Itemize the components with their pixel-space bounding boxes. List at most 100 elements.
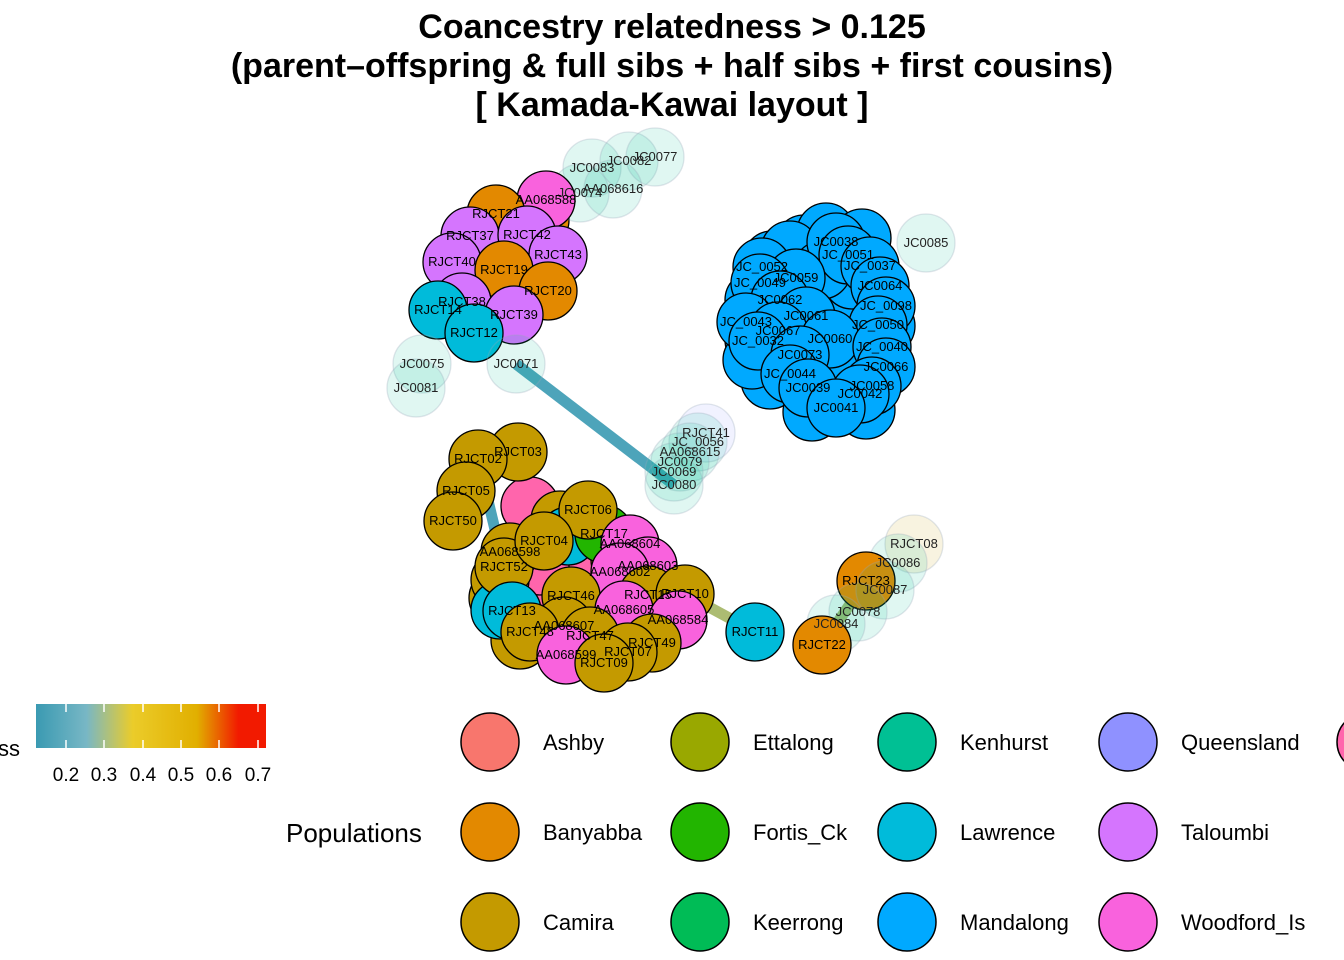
node-JC0077[interactable]	[625, 127, 685, 187]
node-circle[interactable]	[650, 432, 710, 492]
node-circle[interactable]	[676, 403, 736, 463]
node-label: JC0067	[756, 323, 801, 338]
node-AA068615[interactable]	[660, 422, 720, 482]
legend-key	[877, 712, 937, 772]
node-label: RJCT23	[842, 573, 890, 588]
legend-item-mandalong: Mandalong	[877, 892, 1069, 952]
node-circle[interactable]	[855, 560, 915, 620]
node-RJCT23[interactable]	[836, 551, 896, 611]
node-label: AA068588	[516, 192, 577, 207]
node-label: JC_0051	[822, 247, 874, 262]
node-label: RJCT15	[624, 587, 672, 602]
node-circle[interactable]	[392, 334, 452, 394]
edge-JC0071-JC0080	[512, 359, 678, 490]
node-label: AA068605	[594, 602, 655, 617]
node-circle[interactable]	[792, 615, 852, 675]
node-label: JC_0044	[764, 366, 816, 381]
node-circle[interactable]	[599, 131, 659, 191]
node-RJCT11[interactable]	[725, 602, 785, 662]
node-JC0075[interactable]	[392, 334, 452, 394]
node-label: AA068584	[648, 612, 709, 627]
node-label: RJCT47	[566, 628, 614, 643]
node-RJCT04[interactable]	[514, 511, 574, 571]
node-circle[interactable]	[444, 303, 504, 363]
node-label: JC_0040	[856, 339, 908, 354]
node-JC0069[interactable]	[644, 442, 704, 502]
node-label: JC0073	[778, 347, 823, 362]
node-circle[interactable]	[644, 442, 704, 502]
node-label: RJCT17	[580, 526, 628, 541]
node-RJCT06[interactable]	[558, 480, 618, 540]
node-circle[interactable]	[514, 511, 574, 571]
node-circle[interactable]	[884, 514, 944, 574]
node-label: AA068604	[600, 536, 661, 551]
node-label: RJCT14	[414, 302, 462, 317]
node-circle[interactable]	[896, 213, 956, 273]
node-label: JC_0032	[732, 333, 784, 348]
node-label: JC0061	[784, 308, 829, 323]
node-RJCT08[interactable]	[884, 514, 944, 574]
node-circle[interactable]	[423, 491, 483, 551]
node-JC0079[interactable]	[650, 432, 710, 492]
node-circle[interactable]	[668, 412, 728, 472]
node-label: JC0079	[658, 454, 703, 469]
node-JC_0056[interactable]	[668, 412, 728, 472]
legend-label: Woodford_Is	[1181, 910, 1305, 935]
node-label: JC0038	[814, 234, 859, 249]
title-line-3: [ Kamada-Kawai layout ]	[475, 86, 869, 124]
node-JC0082[interactable]	[599, 131, 659, 191]
node-label: RJCT20	[524, 283, 572, 298]
node-label: RJCT06	[564, 502, 612, 517]
node-circle[interactable]	[725, 602, 785, 662]
legend-item-queensland: Queensland	[1098, 712, 1300, 772]
legend-key	[460, 712, 520, 772]
node-circle[interactable]	[836, 551, 896, 611]
legend-item-banyabba: Banyabba	[460, 802, 643, 862]
node-label: JC0039	[786, 380, 831, 395]
node-label: JC0059	[774, 270, 819, 285]
node-JC0080[interactable]	[644, 455, 704, 515]
node-RJCT41[interactable]	[676, 403, 736, 463]
node-label: RJCT03	[494, 444, 542, 459]
legend-key	[877, 802, 937, 862]
node-label: JC0042	[838, 386, 883, 401]
legend-key	[1098, 712, 1158, 772]
node-circle[interactable]	[806, 378, 866, 438]
node-label: JC0075	[400, 356, 445, 371]
node-label: RJCT43	[534, 247, 582, 262]
node-circle[interactable]	[574, 633, 634, 693]
node-circle[interactable]	[562, 138, 622, 198]
node-label: JC0060	[808, 331, 853, 346]
colorbar-tick-label: 0.7	[245, 765, 271, 786]
node-RJCT50[interactable]	[423, 491, 483, 551]
node-RJCT09[interactable]	[574, 633, 634, 693]
node-label: JC0080	[652, 477, 697, 492]
node-AA068616[interactable]	[583, 159, 643, 219]
node-label: RJCT39	[490, 307, 538, 322]
node-circle[interactable]	[386, 358, 446, 418]
node-RJCT12[interactable]	[444, 303, 504, 363]
node-circle[interactable]	[583, 159, 643, 219]
node-JC0085[interactable]	[896, 213, 956, 273]
node-label: JC0074	[558, 185, 603, 200]
node-JC0041[interactable]	[806, 378, 866, 438]
colorbar-tick-label: 0.2	[53, 765, 79, 786]
node-JC0081[interactable]	[386, 358, 446, 418]
node-JC0071[interactable]	[486, 334, 546, 394]
node-circle[interactable]	[486, 334, 546, 394]
node-label: RJCT11	[732, 624, 779, 639]
colorbar-tick-label: 0.5	[168, 765, 194, 786]
node-circle[interactable]	[625, 127, 685, 187]
legend-key	[1098, 892, 1158, 952]
node-label: RJCT52	[480, 559, 528, 574]
node-circle[interactable]	[644, 455, 704, 515]
node-label: JC_0049	[734, 275, 786, 290]
node-RJCT22[interactable]	[792, 615, 852, 675]
node-circle[interactable]	[558, 480, 618, 540]
node-label: JC0082	[607, 153, 652, 168]
node-circle[interactable]	[660, 422, 720, 482]
node-JC0083[interactable]	[562, 138, 622, 198]
node-JC0087[interactable]	[855, 560, 915, 620]
node-label: JC0077	[633, 149, 678, 164]
